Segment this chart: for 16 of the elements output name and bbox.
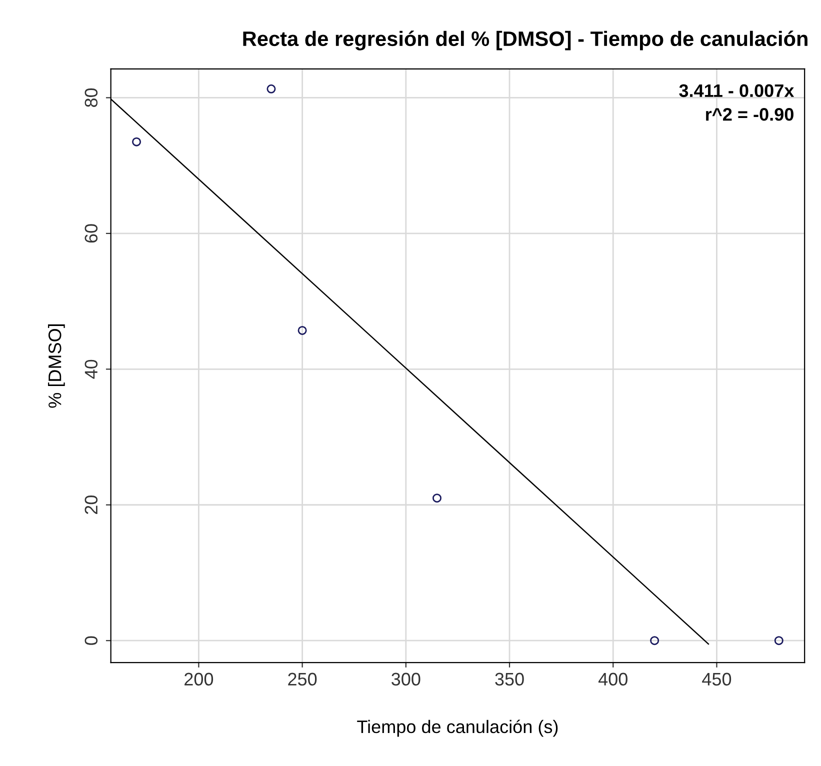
x-tick-label: 250 <box>288 672 317 686</box>
annotation: 3.411 - 0.007x <box>679 84 794 98</box>
x-axis-title: Tiempo de canulación (s) <box>357 720 558 737</box>
y-axis-title: % [DMSO] <box>48 324 65 408</box>
x-tick-label: 300 <box>392 672 420 686</box>
chart-title: Recta de regresión del % [DMSO] - Tiempo de canulación <box>243 30 808 50</box>
y-tick-label: 60 <box>84 224 98 243</box>
x-tick-label: 350 <box>495 672 524 686</box>
y-tick-label: 80 <box>84 88 98 107</box>
y-tick-label: 40 <box>84 360 98 379</box>
x-tick-label: 450 <box>702 672 732 686</box>
y-tick-label: 20 <box>84 496 98 514</box>
annotation: r^2 = -0.90 <box>706 108 794 121</box>
x-tick-label: 400 <box>598 672 628 686</box>
x-tick-label: 200 <box>184 672 214 686</box>
y-tick-label: 0 <box>84 636 98 645</box>
